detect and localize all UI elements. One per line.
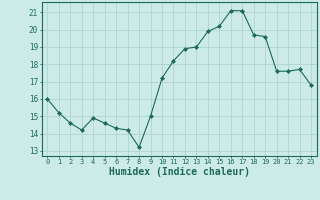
X-axis label: Humidex (Indice chaleur): Humidex (Indice chaleur) [109,167,250,177]
